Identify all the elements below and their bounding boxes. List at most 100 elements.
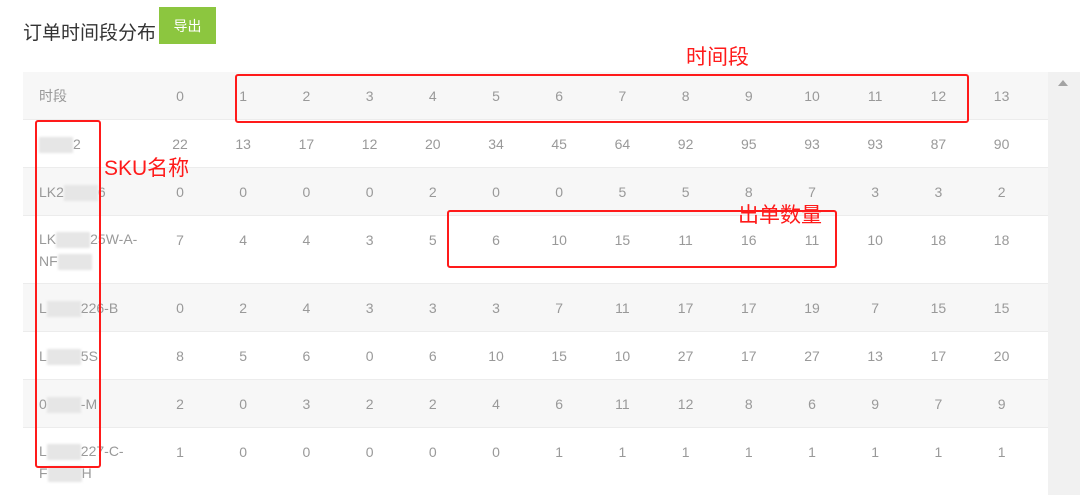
header-hour: 1 (239, 87, 248, 104)
blurred-text (57, 253, 92, 270)
order-count-cell: 0 (176, 300, 184, 316)
order-count-cell: 16 (741, 232, 757, 248)
order-count-cell: 1 (1035, 216, 1048, 264)
order-count-cell: 34 (488, 136, 504, 152)
blurred-text (63, 184, 98, 201)
order-count-cell: 17 (741, 300, 757, 316)
order-count-cell: 3 (871, 184, 880, 200)
sku-suffix: 25W-A- (90, 230, 138, 247)
order-count-cell: 17 (930, 348, 947, 364)
order-count-cell: 2 (997, 184, 1006, 200)
order-count-cell: 93 (867, 136, 883, 152)
order-count-cell: 19 (804, 300, 820, 316)
sku-prefix: L (39, 299, 47, 316)
order-count-cell: 3 (934, 184, 943, 200)
sku-name-line: L 227-C- (39, 440, 139, 462)
sku-suffix: H (81, 464, 92, 481)
order-count-cell: 4 (302, 300, 311, 316)
sku-name: LK2 6 (39, 168, 139, 215)
header-hour: 9 (744, 87, 753, 104)
order-count-cell: 0 (492, 444, 500, 460)
header-hour: 0 (176, 87, 184, 104)
sku-suffix: -M (80, 395, 98, 412)
order-count-cell: 4 (492, 396, 500, 412)
order-count-cell: 11 (804, 232, 820, 248)
order-count-cell: 0 (555, 184, 564, 200)
annotation-sku-name: SKU名称 (104, 157, 190, 180)
order-count-cell: 0 (365, 348, 374, 364)
order-count-cell: 1 (934, 444, 943, 460)
order-count-cell: 1 (871, 444, 880, 460)
order-count-cell: 1 (1035, 428, 1048, 476)
order-count-cell: 18 (993, 232, 1010, 248)
hourly-order-table: 时段01234567891011121314222131712203445649… (23, 72, 1048, 495)
order-count-cell: 92 (677, 136, 694, 152)
sku-name-line: L 5S (39, 345, 139, 367)
sku-suffix: 2 (73, 135, 81, 152)
sku-suffix: 227-C- (80, 442, 124, 459)
order-count-cell: 0 (239, 184, 248, 200)
order-count-cell: 5 (239, 348, 248, 364)
order-count-cell: 1 (681, 444, 690, 460)
order-count-cell: 0 (302, 444, 311, 460)
annotation-time-period: 时间段 (686, 46, 749, 69)
table-header-row: 时段01234567891011121314 (23, 72, 1048, 120)
order-count-cell: 7 (808, 184, 816, 200)
order-count-cell: 0 (239, 396, 248, 412)
order-count-cell: 15 (930, 300, 947, 316)
sku-name-line: LK2 6 (39, 181, 139, 203)
vertical-scrollbar[interactable] (1048, 72, 1080, 495)
order-count-cell: 18 (930, 232, 947, 248)
order-count-cell: 8 (744, 184, 753, 200)
order-count-cell: 95 (741, 136, 757, 152)
blurred-text (46, 443, 81, 460)
header-hour: 2 (302, 87, 311, 104)
sku-name: 2 (39, 120, 139, 167)
order-count-cell: 0 (365, 444, 374, 460)
order-count-cell: 10 (488, 348, 504, 364)
order-count-cell: 7 (555, 300, 564, 316)
blurred-text (46, 396, 81, 413)
order-count-cell: 3 (428, 300, 437, 316)
order-count-cell: 17 (741, 348, 757, 364)
order-count-cell: 17 (677, 300, 694, 316)
order-count-cell: 1 (618, 444, 627, 460)
order-count-cell: 5 (681, 184, 690, 200)
sku-name-line: 2 (39, 133, 139, 155)
annotation-order-count: 出单数量 (738, 204, 822, 227)
export-button[interactable]: 导出 (159, 7, 216, 44)
order-count-cell: 2 (428, 184, 437, 200)
order-count-cell: 20 (425, 136, 441, 152)
sku-prefix: L (39, 347, 47, 364)
blurred-text (39, 136, 73, 153)
sku-name: L 5S (39, 332, 139, 379)
order-count-cell: 15 (551, 348, 567, 364)
order-count-cell: 5 (428, 232, 437, 248)
blurred-text (47, 465, 82, 482)
header-hour: 6 (555, 87, 564, 104)
sku-prefix: LK (39, 230, 57, 247)
sku-prefix: F (39, 464, 48, 481)
order-count-cell: 10 (551, 232, 567, 248)
order-count-cell: 45 (551, 136, 567, 152)
order-count-cell: 2 (176, 396, 184, 412)
order-count-cell: 7 (176, 232, 184, 248)
header-hour: 4 (428, 87, 437, 104)
order-count-cell: 11 (615, 396, 630, 412)
sku-name-line: 0 -M (39, 393, 139, 415)
table-row: LK 25W-A- NF 7 4 4 3 5 6 10 15 11 16 11 10 18 18 1 (23, 216, 1048, 284)
blurred-text (56, 231, 91, 248)
order-count-cell: 3 (365, 300, 374, 316)
sku-name-line: NF (39, 250, 139, 272)
order-count-cell: 1 (997, 444, 1006, 460)
order-count-cell: 0 (365, 184, 374, 200)
order-count-cell: 9 (871, 396, 880, 412)
annotation-box-order-count (447, 210, 837, 268)
order-count-cell: 7 (871, 300, 880, 316)
scroll-up-arrow-icon[interactable] (1058, 80, 1068, 86)
order-count-cell: 90 (993, 136, 1010, 152)
sku-name: 0 -M (39, 380, 139, 427)
order-count-cell: 64 (614, 136, 631, 152)
